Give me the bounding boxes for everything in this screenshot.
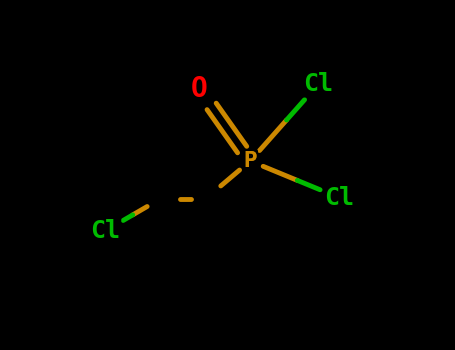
Text: Cl: Cl xyxy=(303,72,334,96)
Text: O: O xyxy=(191,75,208,103)
Text: Cl: Cl xyxy=(90,219,120,243)
Text: P: P xyxy=(243,151,257,171)
Text: P: P xyxy=(243,151,257,171)
Text: Cl: Cl xyxy=(324,186,354,210)
